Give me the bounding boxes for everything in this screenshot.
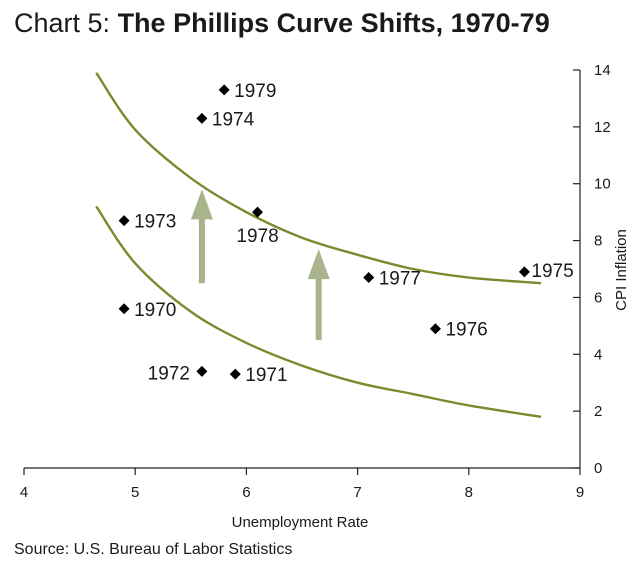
y-tick-label: 8 [594,233,602,250]
data-point-label: 1976 [445,320,487,341]
x-tick-label: 6 [242,484,250,501]
data-point-label: 1971 [245,365,287,386]
data-point [118,303,130,315]
y-tick-label: 0 [594,460,602,477]
data-point-label: 1979 [234,81,276,102]
lower-phillips-curve [95,205,542,419]
chart-title-main: The Phillips Curve Shifts, 1970-79 [117,8,550,38]
x-tick-label: 8 [465,484,473,501]
curves [95,72,542,419]
data-point-label: 1977 [379,269,421,290]
y-tick-label: 14 [594,62,611,79]
shift-arrows [190,189,330,341]
data-point [218,84,230,96]
data-point [196,365,208,377]
data-point-label: 1975 [531,261,573,282]
y-tick-label: 2 [594,403,602,420]
data-point [252,206,264,218]
data-point-label: 1978 [236,226,278,247]
data-point [363,272,375,284]
x-tick-label: 9 [576,484,584,501]
data-point [196,112,208,124]
data-point [118,215,130,227]
data-point [518,266,530,278]
data-points: 1970 1971 1972 1973 1974 1975 1976 1977 1978 1979 [118,81,574,386]
data-point-label: 1970 [134,300,176,321]
data-point [229,368,241,380]
chart-title-prefix: Chart 5: [14,8,111,38]
x-tick-label: 7 [353,484,361,501]
y-axis-label: CPI Inflation [613,229,630,311]
data-point-label: 1974 [212,109,255,130]
data-point-label: 1972 [148,363,190,384]
data-point [429,323,441,335]
source-note: Source: U.S. Bureau of Labor Statistics [14,541,293,558]
shift-arrow [190,189,213,284]
x-tick-label: 5 [131,484,139,501]
x-tick-label: 4 [20,484,28,501]
chart-title: Chart 5: The Phillips Curve Shifts, 1970… [14,8,550,39]
y-tick-label: 10 [594,176,611,193]
data-point-label: 1973 [134,212,176,233]
y-tick-label: 6 [594,289,602,306]
axes: 4 5 6 7 8 90 2 4 6 8 10 12 14 [20,62,611,501]
shift-arrow [307,249,330,341]
x-axis-label: Unemployment Rate [232,514,369,531]
y-tick-label: 12 [594,119,611,136]
y-tick-label: 4 [594,346,602,363]
upper-phillips-curve [95,72,542,285]
